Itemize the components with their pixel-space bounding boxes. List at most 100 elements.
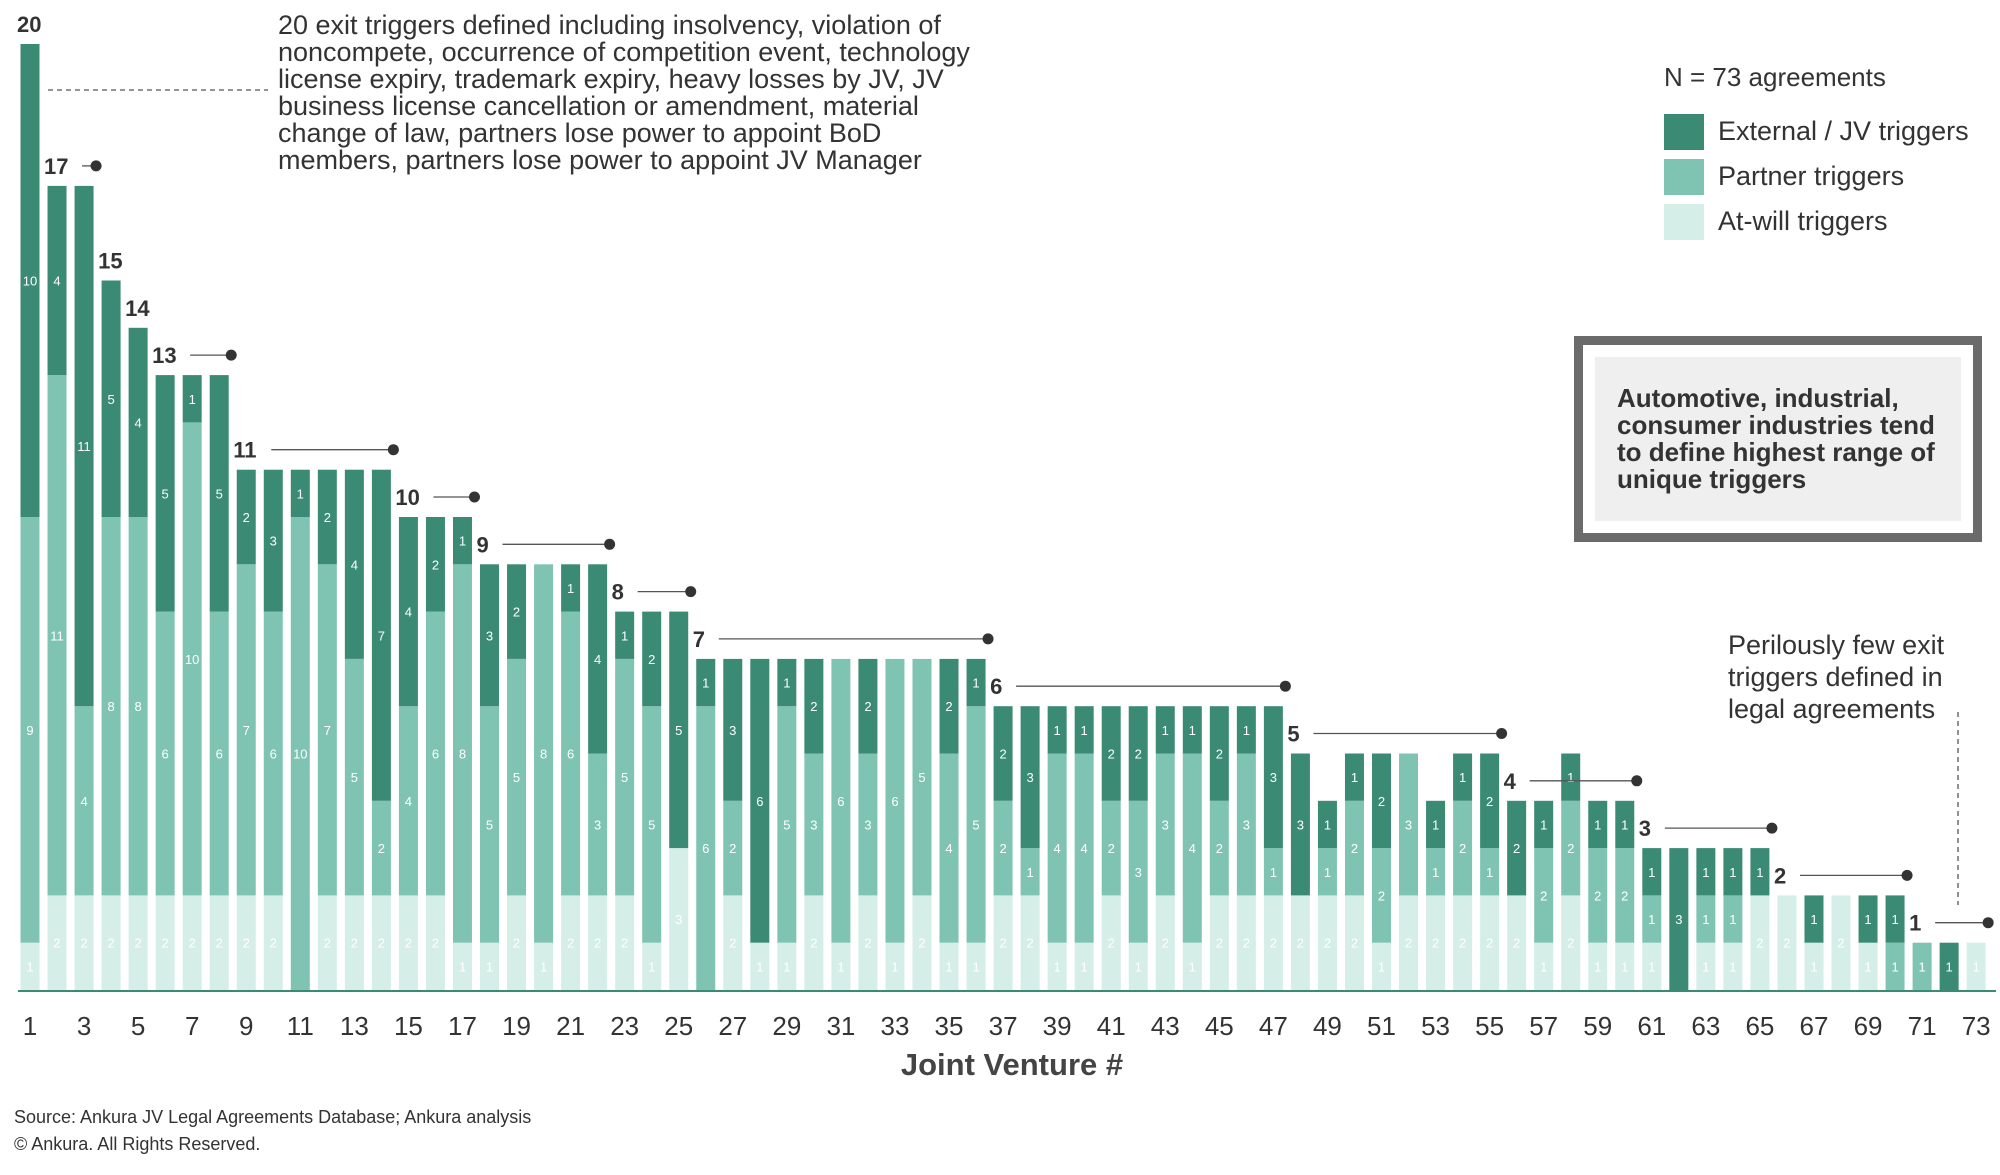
bar-external-28 [750, 658, 770, 943]
bar-partner-4 [101, 517, 121, 896]
bar-atwill-57 [1534, 942, 1554, 990]
segment-label-external-37: 2 [999, 747, 1006, 762]
bar-atwill-28 [750, 942, 770, 990]
bar-external-48 [1290, 753, 1310, 896]
bar-partner-16 [425, 611, 445, 896]
total-label-7: 7 [693, 627, 705, 652]
bar-external-19 [507, 564, 527, 659]
segment-label-atwill-37: 2 [999, 936, 1006, 951]
bar-external-61 [1642, 848, 1662, 896]
bar-external-11 [290, 469, 310, 517]
segment-label-partner-64: 1 [1729, 912, 1736, 927]
segment-label-atwill-68: 2 [1837, 936, 1844, 951]
legend-label-partner: Partner triggers [1718, 161, 1905, 191]
segment-label-partner-10: 6 [270, 747, 277, 762]
bar-external-49 [1317, 800, 1337, 849]
segment-label-atwill-28: 1 [756, 959, 763, 974]
total-label-1: 1 [1909, 911, 1921, 936]
bar-atwill-43 [1155, 895, 1175, 990]
x-tick-label-7: 7 [185, 1011, 199, 1041]
segment-label-partner-6: 6 [162, 747, 169, 762]
segment-label-atwill-6: 2 [162, 936, 169, 951]
bar-external-26 [696, 658, 716, 707]
bar-atwill-12 [317, 895, 337, 990]
bar-external-32 [858, 658, 878, 754]
bar-atwill-45 [1209, 895, 1229, 990]
bar-external-4 [101, 280, 121, 517]
segment-label-partner-49: 1 [1324, 865, 1331, 880]
bar-partner-24 [642, 706, 662, 943]
bar-external-29 [777, 658, 797, 707]
segment-label-atwill-63: 1 [1702, 959, 1709, 974]
segment-label-external-6: 5 [162, 486, 169, 501]
total-label-13: 13 [152, 343, 176, 368]
bar-partner-33 [885, 658, 905, 943]
segment-label-partner-30: 3 [810, 817, 817, 832]
bar-atwill-20 [534, 942, 554, 990]
bar-partner-35 [939, 753, 959, 943]
segment-label-partner-43: 3 [1162, 817, 1169, 832]
segment-label-external-15: 4 [405, 605, 412, 620]
bar-partner-44 [1182, 753, 1202, 943]
segment-label-atwill-69: 1 [1864, 959, 1871, 974]
segment-label-external-61: 1 [1648, 865, 1655, 880]
x-tick-label-25: 25 [664, 1011, 693, 1041]
x-tick-label-41: 41 [1097, 1011, 1126, 1041]
bar-atwill-9 [236, 895, 256, 990]
segment-label-partner-37: 2 [999, 841, 1006, 856]
leader-dot-13 [225, 349, 237, 361]
total-label-11: 11 [233, 438, 256, 463]
segment-label-external-67: 1 [1810, 912, 1817, 927]
segment-label-atwill-38: 2 [1026, 936, 1033, 951]
total-label-2: 2 [1774, 863, 1786, 888]
bar-partner-18 [480, 706, 500, 943]
bar-atwill-66 [1777, 895, 1797, 990]
x-tick-label-65: 65 [1745, 1011, 1774, 1041]
bar-external-13 [344, 469, 364, 659]
segment-label-atwill-46: 2 [1243, 936, 1250, 951]
segment-label-atwill-16: 2 [432, 936, 439, 951]
segment-label-atwill-32: 2 [864, 936, 871, 951]
bar-atwill-64 [1723, 942, 1743, 990]
bar-atwill-51 [1372, 942, 1391, 990]
bar-external-39 [1047, 706, 1067, 754]
segment-label-partner-3: 4 [80, 794, 87, 809]
bar-external-23 [615, 611, 635, 659]
bar-partner-31 [831, 658, 851, 943]
bar-partner-10 [263, 611, 283, 896]
bar-external-44 [1182, 706, 1202, 754]
bar-partner-26 [696, 706, 716, 990]
bar-atwill-47 [1263, 895, 1283, 990]
legend-swatch-external [1664, 113, 1704, 150]
x-tick-label-17: 17 [448, 1011, 477, 1041]
segment-label-external-17: 1 [459, 534, 466, 549]
segment-label-partner-18: 5 [486, 817, 493, 832]
x-tick-label-49: 49 [1313, 1011, 1342, 1041]
bar-external-6 [155, 375, 175, 612]
segment-label-atwill-36: 1 [972, 959, 979, 974]
bar-partner-46 [1236, 753, 1256, 896]
segment-label-atwill-59: 1 [1594, 959, 1601, 974]
segment-label-atwill-27: 2 [729, 936, 736, 951]
bar-partner-43 [1155, 753, 1175, 896]
bar-external-45 [1209, 706, 1229, 801]
bar-partner-11 [290, 517, 310, 990]
legend-swatch-partner [1664, 158, 1704, 195]
bar-partner-5 [128, 517, 148, 896]
segment-label-atwill-51: 1 [1378, 959, 1385, 974]
bar-external-67 [1804, 895, 1824, 943]
x-tick-label-1: 1 [23, 1011, 37, 1041]
segment-label-partner-55: 1 [1486, 865, 1493, 880]
segment-label-external-62: 3 [1675, 912, 1682, 927]
segment-label-atwill-55: 2 [1486, 936, 1493, 951]
bar-atwill-6 [155, 895, 175, 990]
bar-partner-60 [1615, 848, 1635, 943]
bar-external-55 [1480, 753, 1500, 849]
bar-atwill-25 [669, 848, 689, 990]
segment-label-atwill-22: 2 [594, 936, 601, 951]
bar-atwill-50 [1344, 895, 1364, 990]
right-annotation: Perilously few exit triggers defined in … [1728, 630, 1945, 724]
x-tick-label-15: 15 [394, 1011, 423, 1041]
segment-label-atwill-3: 2 [80, 936, 87, 951]
total-label-5: 5 [1287, 722, 1299, 747]
